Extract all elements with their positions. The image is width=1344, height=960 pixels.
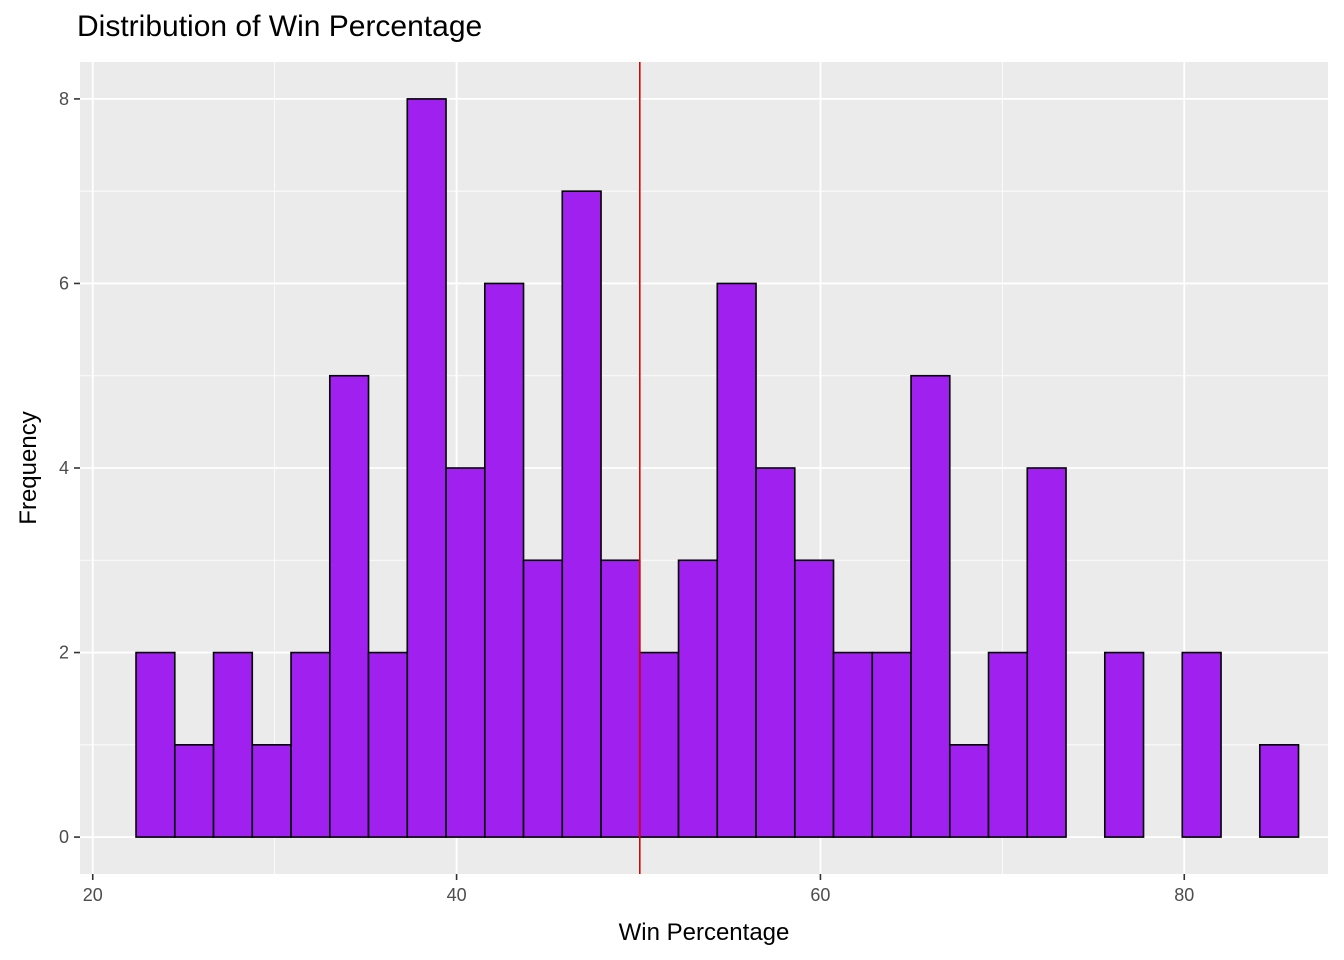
histogram-bar-10 [483, 282, 525, 838]
x-tick-label: 40 [447, 885, 467, 905]
x-tick-label: 20 [83, 885, 103, 905]
y-axis: 0 2 4 6 8 [59, 89, 80, 847]
y-tick-label: 2 [59, 643, 69, 663]
y-tick-label: 8 [59, 89, 69, 109]
x-tick-label: 80 [1174, 885, 1194, 905]
histogram-bar-26 [1103, 651, 1145, 838]
histogram-bar-8 [406, 98, 447, 838]
x-axis-title: Win Percentage [619, 919, 790, 946]
histogram-bars [135, 98, 1300, 838]
histogram-bar-16 [716, 282, 757, 838]
y-axis-title: Frequency [15, 411, 42, 524]
histogram-bar-7 [367, 651, 409, 838]
histogram-bar-11 [522, 559, 564, 838]
histogram-bar-5 [290, 651, 331, 838]
histogram-bar-15 [677, 559, 719, 838]
y-tick-label: 4 [59, 458, 69, 478]
histogram-bar-30 [1258, 744, 1300, 838]
y-tick-label: 6 [59, 273, 69, 293]
histogram-bar-14 [638, 651, 680, 838]
histogram-bar-28 [1181, 651, 1222, 838]
chart-title: Distribution of Win Percentage [77, 10, 483, 43]
histogram-bar-13 [600, 559, 641, 838]
histogram-bar-1 [135, 651, 176, 838]
histogram-bar-23 [987, 651, 1029, 838]
histogram-bar-2 [173, 744, 215, 838]
histogram-bar-6 [328, 374, 370, 838]
histogram-bar-17 [755, 467, 796, 838]
histogram-bar-24 [1026, 467, 1067, 838]
histogram-bar-21 [910, 374, 951, 838]
histogram-bar-22 [948, 744, 990, 838]
histogram-bar-9 [445, 467, 486, 838]
histogram-bar-20 [871, 651, 912, 838]
histogram-bar-12 [561, 190, 602, 838]
histogram-bar-19 [832, 651, 874, 838]
x-axis: 20 40 60 80 [83, 874, 1194, 905]
histogram-bar-18 [793, 559, 835, 838]
histogram-bar-4 [251, 744, 292, 838]
y-tick-label: 0 [59, 827, 69, 847]
x-tick-label: 60 [810, 885, 830, 905]
histogram-bar-3 [212, 651, 254, 838]
